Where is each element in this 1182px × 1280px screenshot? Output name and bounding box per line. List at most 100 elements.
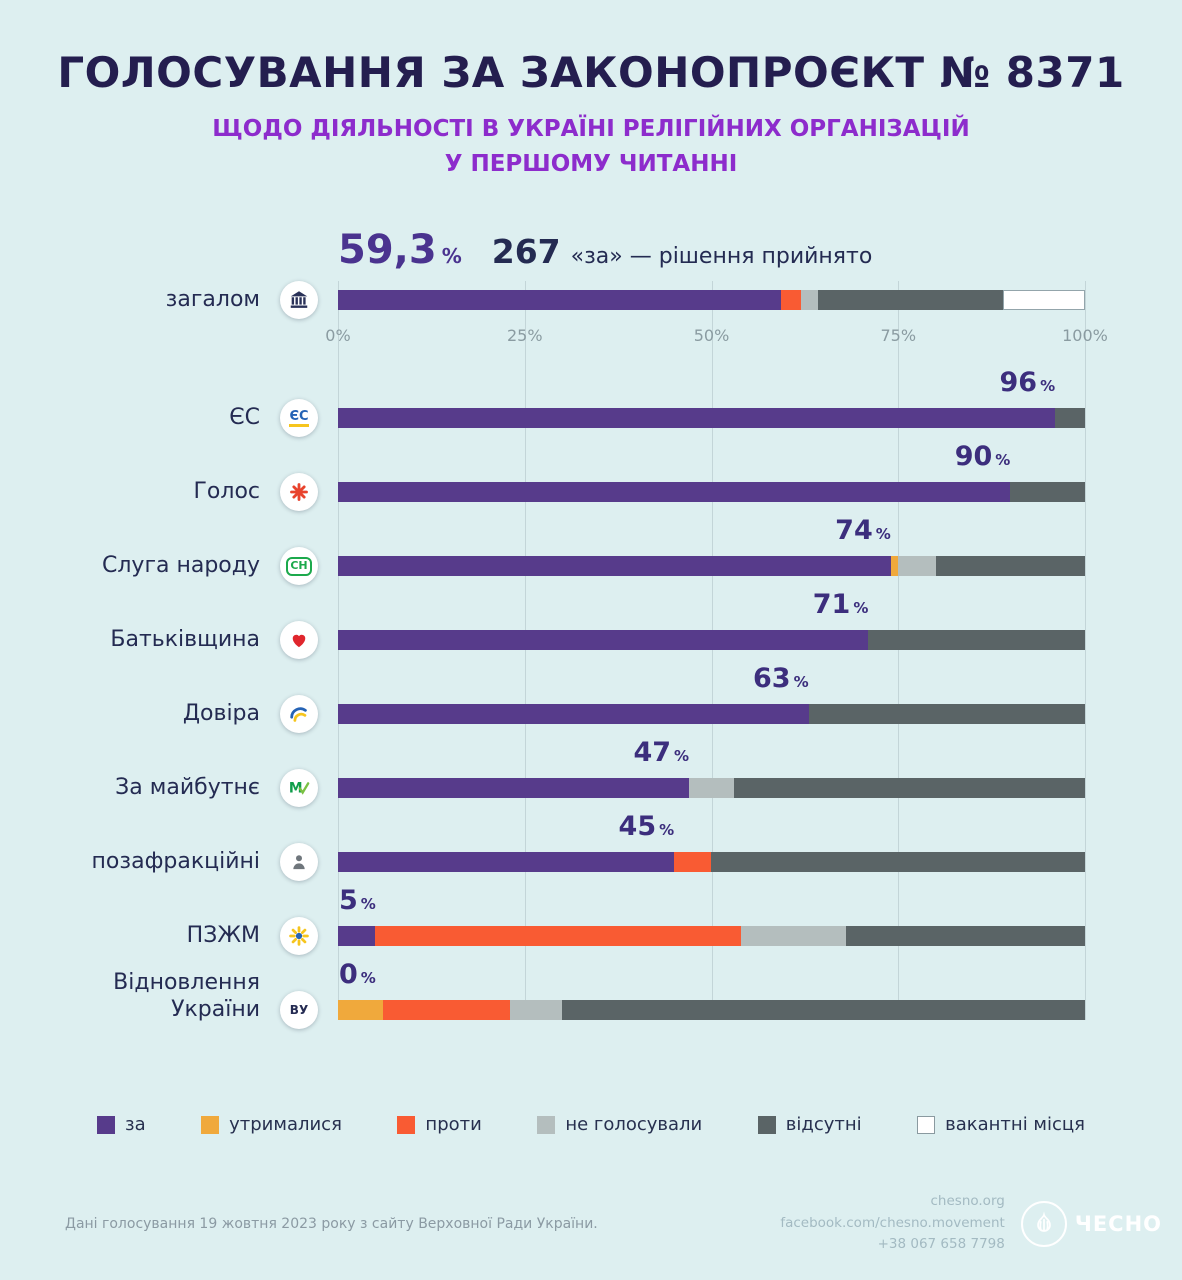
- holos-icon: [280, 473, 318, 512]
- percent-label: 0%: [339, 959, 376, 991]
- percent-label: 5%: [339, 885, 376, 917]
- party-icon-wrap: [260, 473, 338, 512]
- dovira-icon: [280, 695, 318, 734]
- party-row: Слуга народу СН 74%: [65, 515, 1085, 586]
- segment-za: [338, 630, 869, 651]
- bar-track: 74%: [338, 515, 1085, 577]
- segment-utrymalysia: [338, 1000, 383, 1021]
- party-icon-wrap: [260, 621, 338, 660]
- party-row: Голос 90%: [65, 441, 1085, 512]
- bar-track: 0% 25% 50% 75% 100%: [325, 290, 1108, 345]
- party-row: За майбутнє М 47%: [65, 737, 1085, 808]
- bar-track: 63%: [338, 663, 1085, 725]
- legend-item: проти: [397, 1114, 482, 1135]
- legend-item: відсутні: [757, 1114, 862, 1136]
- axis-tick: 25%: [506, 326, 543, 346]
- party-label: ПЗЖМ: [186, 922, 260, 948]
- segment-za: [338, 926, 376, 947]
- segment-vidsutni: [1010, 482, 1085, 503]
- percent-label: 96%: [999, 367, 1056, 399]
- party-icon-wrap: ЄС: [260, 399, 338, 438]
- percent-label: 71%: [812, 589, 869, 621]
- party-row: ЄС ЄС 96%: [65, 367, 1085, 438]
- overall-caption: «за» — рішення прийнято: [570, 244, 873, 270]
- segment-vidsutni: [711, 852, 1085, 873]
- segment-proty: [375, 926, 742, 947]
- percent-label: 74%: [835, 515, 891, 547]
- party-label: Відновлення України: [113, 970, 260, 1022]
- segment-za: [338, 704, 809, 725]
- legend-swatch-proty: [397, 1115, 416, 1134]
- segment-za: [338, 290, 781, 311]
- stacked-bar: [338, 556, 1085, 577]
- party-row: ПЗЖМ 5%: [65, 885, 1085, 956]
- legend-item: не голосували: [537, 1114, 702, 1135]
- overall-summary: 59,3 % 267 «за» — рішення прийнято: [338, 227, 1085, 281]
- logo-text: ЧЕСНО: [1074, 1211, 1162, 1236]
- vidnovlennia-icon: ВУ: [280, 991, 318, 1030]
- segment-vidsutni: [845, 926, 1085, 947]
- bar-track: 0%: [338, 959, 1085, 1021]
- segment-za: [338, 482, 1011, 503]
- axis-tick: 75%: [880, 326, 917, 346]
- segment-vidsutni: [1055, 408, 1085, 429]
- facebook-link[interactable]: facebook.com/chesno.movement: [780, 1214, 1005, 1231]
- party-icon-wrap: СН: [260, 547, 338, 586]
- segment-proty: [674, 852, 712, 873]
- party-label: позафракційні: [91, 848, 260, 874]
- segment-utrymalysia: [890, 556, 899, 577]
- bar-track: 96%: [338, 367, 1085, 429]
- party-row: Довіра 63%: [65, 663, 1085, 734]
- percent-label: 90%: [954, 441, 1011, 473]
- legend-label: відсутні: [785, 1114, 862, 1136]
- website-link[interactable]: chesno.org: [930, 1193, 1005, 1210]
- stacked-bar: [338, 408, 1085, 429]
- party-label: Слуга народу: [102, 552, 260, 578]
- party-label: Батьківщина: [110, 626, 260, 652]
- party-label: Голос: [193, 478, 261, 504]
- party-row: загалом 0% 25% 50% 75% 100%: [65, 281, 1108, 345]
- bar-track: 71%: [338, 589, 1085, 651]
- party-label: ЄС: [229, 404, 260, 430]
- party-icon-wrap: [260, 281, 338, 320]
- party-label: За майбутнє: [115, 774, 260, 800]
- non-affiliated-icon: [280, 843, 318, 882]
- percent-label: 45%: [618, 811, 675, 843]
- phone-number: +38 067 658 7798: [877, 1236, 1005, 1253]
- segment-ne_holosuvaly: [689, 778, 734, 799]
- subtitle-line-2: У ПЕРШОМУ ЧИТАННІ: [444, 150, 738, 177]
- subtitle: ЩОДО ДІЯЛЬНОСТІ В УКРАЇНІ РЕЛІГІЙНИХ ОРГ…: [0, 112, 1182, 181]
- stacked-bar: [338, 630, 1085, 651]
- legend-swatch-za: [97, 1115, 115, 1134]
- pzzhm-icon: [280, 917, 318, 956]
- bar-track: 5%: [338, 885, 1085, 947]
- contacts: chesno.org facebook.com/chesno.movement …: [780, 1191, 1005, 1256]
- party-row: Батьківщина 71%: [65, 589, 1085, 660]
- grid-line: [711, 281, 713, 1021]
- percent-label: 47%: [633, 737, 690, 769]
- segment-vidsutni: [935, 556, 1085, 577]
- segment-ne_holosuvaly: [801, 290, 818, 311]
- segment-vakantni: [1002, 290, 1085, 311]
- axis-tick: 100%: [1062, 326, 1108, 346]
- svg-text:М: М: [289, 781, 303, 797]
- segment-vidsutni: [808, 704, 1085, 725]
- legend-item: за: [97, 1114, 146, 1135]
- legend-label: за: [125, 1114, 146, 1136]
- chesno-logo: ЧЕСНО: [1020, 1200, 1162, 1247]
- stacked-bar: [338, 852, 1085, 873]
- bar-track: 45%: [338, 811, 1085, 873]
- segment-za: [338, 778, 690, 799]
- segment-za: [338, 556, 891, 577]
- grid-line: [524, 281, 526, 1021]
- percent-label: 63%: [753, 663, 809, 695]
- segment-vidsutni: [817, 290, 1003, 311]
- stacked-bar: [338, 778, 1085, 799]
- legend: за утрималися проти не голосували відсутні ва…: [97, 1114, 1085, 1135]
- page-title: ГОЛОСУВАННЯ ЗА ЗАКОНОПРОЄКТ № 8371: [57, 48, 1125, 97]
- party-icon-wrap: [260, 843, 338, 882]
- party-row: позафракційні 45%: [65, 811, 1085, 882]
- overall-votes: 267: [491, 232, 561, 272]
- segment-ne_holosuvaly: [898, 556, 936, 577]
